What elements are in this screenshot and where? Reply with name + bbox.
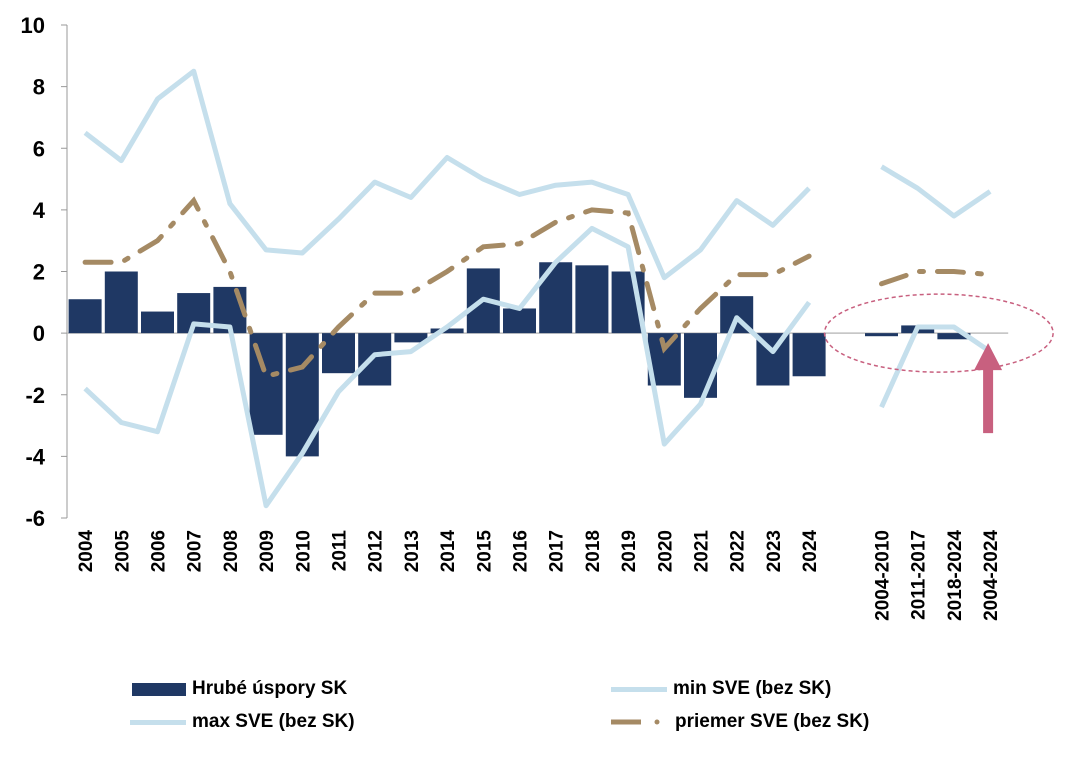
bar [68,299,102,334]
x-tick-label: 2019 [619,530,640,572]
max-series-line [83,68,811,281]
legend-swatch-avg [611,719,660,725]
x-tick-label: 2014 [438,530,459,573]
bar [322,333,355,374]
legend-label-max: max SVE (bez SK) [192,711,355,732]
bar [937,333,971,340]
x-tick-label: 2015 [474,530,495,573]
x-tick-label: 2005 [112,530,133,573]
y-tick-label: -6 [25,506,45,531]
x-tick-label: 2016 [511,530,532,572]
x-tick-label: 2006 [149,530,170,572]
max-series-line [880,164,992,219]
bar [865,333,898,337]
x-tick-label: 2018-2024 [945,530,966,621]
x-tick-label: 2011 [330,530,351,572]
x-tick-label: 2023 [764,530,785,572]
bar [104,271,138,334]
x-tick-label: 2009 [257,530,278,572]
x-tick-label: 2022 [728,530,749,572]
legend-swatch-bars [132,682,186,696]
bar [358,333,392,386]
bar [141,311,174,334]
highlight-ellipse [823,293,1054,373]
y-tick-label: 0 [33,321,45,346]
x-tick-label: 2020 [655,530,676,572]
legend-swatch-min [611,686,667,692]
y-tick-label: 2 [33,260,45,285]
legend-item-max: max SVE (bez SK) [130,711,355,733]
y-tick-label: 6 [33,136,45,161]
x-tick-label: 2021 [692,530,713,573]
y-tick-label: -4 [25,444,45,469]
avg-series-line [879,269,993,287]
bar [503,308,536,334]
bar [792,333,826,377]
arrow-shaft [983,368,994,434]
y-tick-label: 10 [21,13,45,38]
avg-series-line [82,196,812,380]
x-tick-label: 2008 [221,530,242,572]
x-tick-label: 2018 [583,530,604,572]
bar [539,262,573,334]
legend-swatch-max [130,719,186,725]
y-tick-label: 4 [33,198,46,223]
legend-label-avg: priemer SVE (bez SK) [675,711,870,732]
bar [394,333,428,343]
x-tick-label: 2004-2024 [981,530,1002,621]
bar [684,333,717,398]
bar [575,265,609,334]
x-tick-label: 2024 [800,530,821,573]
x-tick-label: 2017 [547,530,568,572]
legend-item-min: min SVE (bez SK) [611,678,831,700]
min-series-line [879,324,992,409]
x-tick-label: 2004-2010 [873,530,894,621]
x-tick-label: 2007 [185,530,206,572]
arrow-head-icon [974,343,1003,371]
bar [430,328,464,334]
legend-label-min: min SVE (bez SK) [673,678,832,699]
x-tick-label: 2010 [293,530,314,572]
legend-label-bars: Hrubé úspory SK [192,678,348,699]
legend-item-avg: priemer SVE (bez SK) [611,711,869,733]
x-tick-label: 2011-2017 [909,530,930,620]
x-tick-label: 2004 [76,530,97,573]
y-tick-label: -2 [25,383,45,408]
y-tick-label: 8 [33,75,45,100]
x-tick-label: 2012 [366,530,387,572]
legend-item-bars: Hrubé úspory SK [132,678,347,700]
min-series-line [83,225,812,509]
x-tick-label: 2013 [402,530,423,572]
